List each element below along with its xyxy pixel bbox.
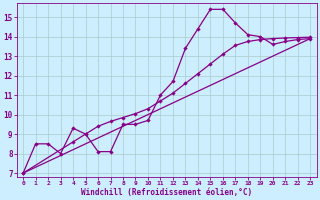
X-axis label: Windchill (Refroidissement éolien,°C): Windchill (Refroidissement éolien,°C): [81, 188, 252, 197]
